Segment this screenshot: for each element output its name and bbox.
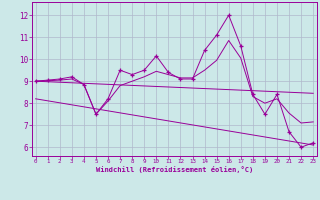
X-axis label: Windchill (Refroidissement éolien,°C): Windchill (Refroidissement éolien,°C)	[96, 166, 253, 173]
